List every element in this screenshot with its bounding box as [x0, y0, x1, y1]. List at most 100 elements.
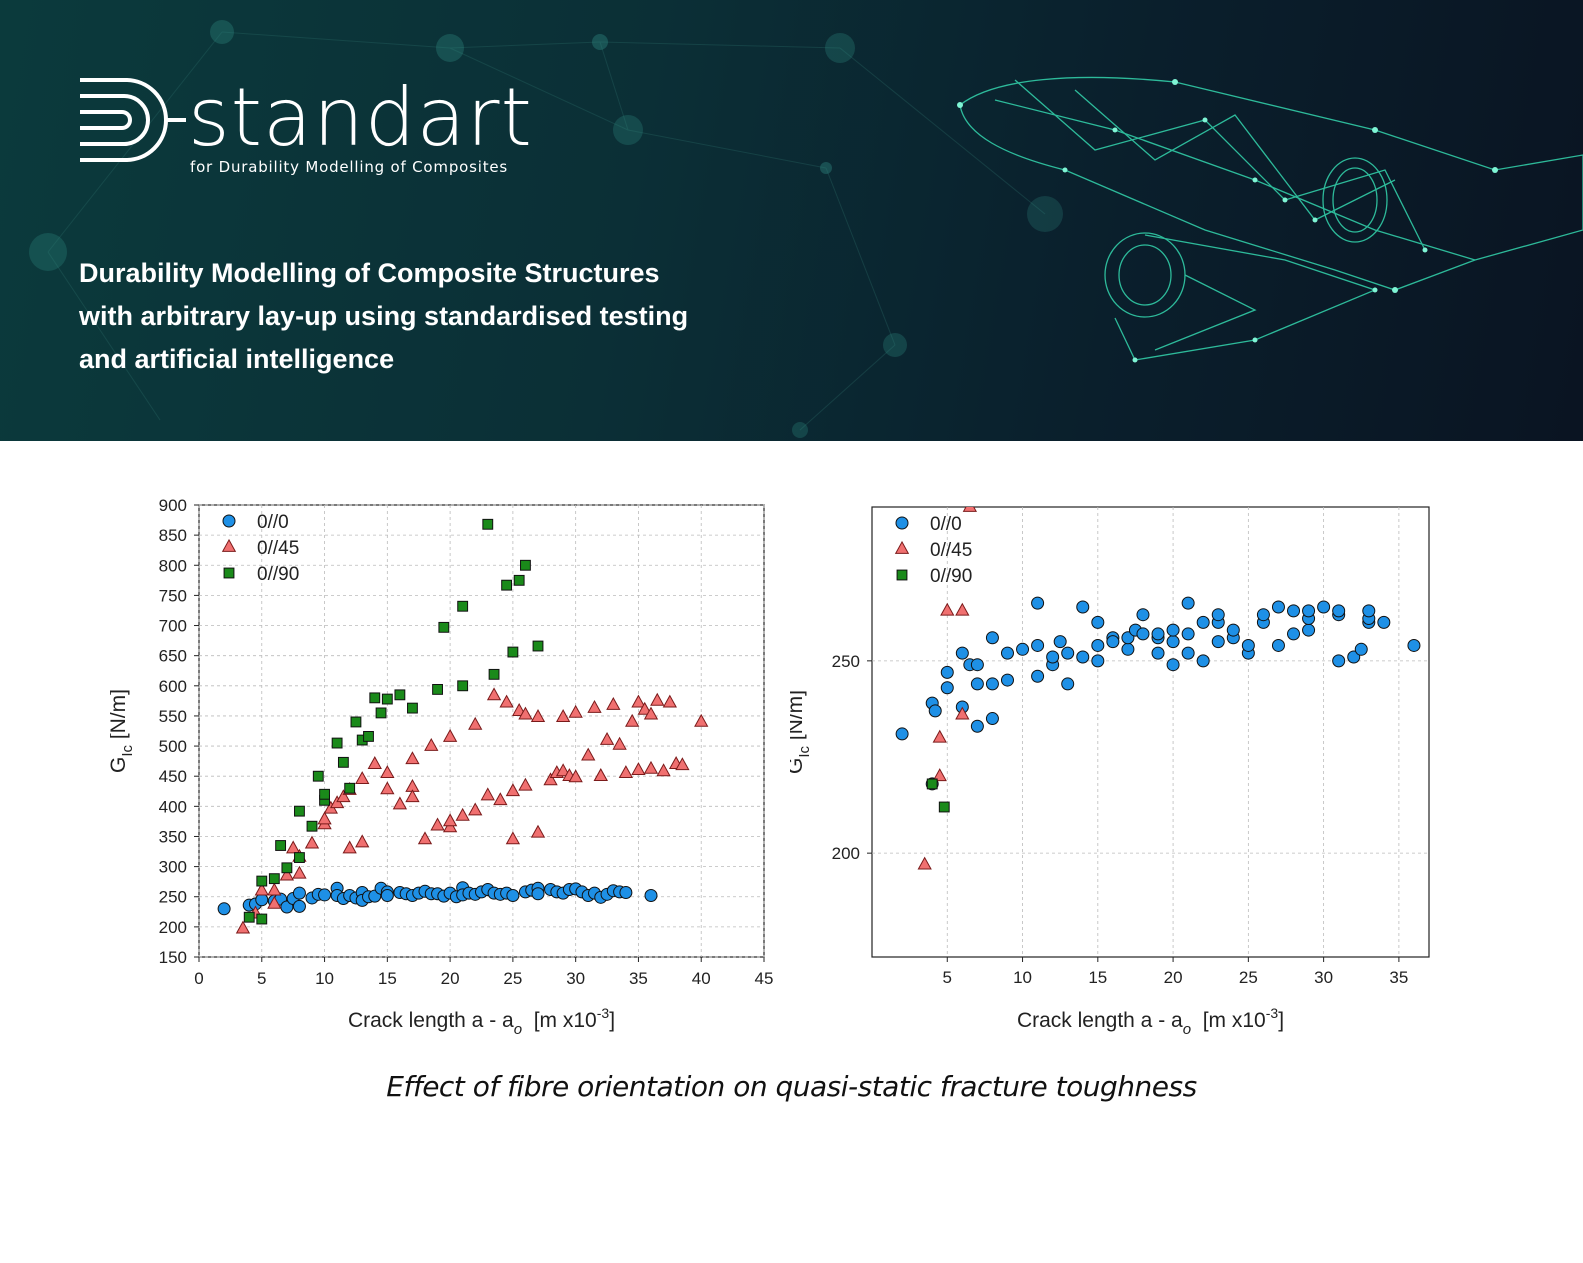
point-0-45 — [486, 687, 502, 701]
y-axis-label-part: Ic — [119, 744, 136, 756]
point-0-0 — [970, 658, 984, 672]
point-0-90 — [938, 801, 950, 813]
grid — [198, 504, 765, 958]
point-0-0 — [1181, 646, 1195, 660]
point-0-0 — [1091, 654, 1105, 668]
point-0-0 — [970, 677, 984, 691]
y-axis-label: GIc [N/m] — [110, 689, 136, 773]
chart-right-svg: 5 10 15 20 25 30 35 200 250 0//0 0//45 0//90 Crack l… — [784, 506, 1430, 1038]
point-0-45 — [455, 807, 470, 821]
point-0-90 — [281, 862, 293, 874]
point-0-45 — [480, 787, 495, 801]
point-0-45 — [355, 834, 370, 848]
point-0-0 — [531, 887, 545, 901]
point-0-90 — [294, 805, 305, 817]
legend-marker-0-0 — [222, 514, 236, 528]
point-0-0 — [380, 889, 394, 903]
logo-mark-icon — [80, 78, 186, 162]
legend-marker-0-90 — [223, 567, 235, 579]
point-0-90 — [375, 707, 387, 719]
point-0-0 — [1061, 677, 1075, 691]
point-0-90 — [275, 840, 287, 851]
point-0-0 — [1053, 635, 1067, 649]
point-0-0 — [955, 646, 969, 660]
point-0-0 — [1317, 600, 1331, 614]
point-0-45 — [675, 757, 690, 771]
point-0-90 — [407, 702, 418, 714]
point-0-45 — [581, 747, 596, 761]
legend-label: 0//0 — [930, 514, 962, 535]
point-0-0 — [619, 886, 633, 900]
point-0-0 — [1031, 638, 1045, 652]
point-0-45 — [555, 709, 571, 722]
x-tick-label: 25 — [1239, 968, 1258, 987]
point-0-90 — [532, 640, 544, 652]
point-0-45 — [336, 789, 351, 803]
point-0-90 — [520, 559, 531, 571]
point-0-45 — [392, 796, 408, 810]
point-0-45 — [618, 765, 634, 779]
point-0-90 — [513, 574, 525, 586]
point-0-0 — [1091, 638, 1105, 652]
point-0-0 — [644, 889, 658, 903]
plot-area — [871, 506, 1430, 958]
legend-marker-0-90 — [896, 569, 908, 581]
y-tick-label: 400 — [159, 797, 187, 816]
y-tick-label: 850 — [159, 526, 187, 545]
point-0-90 — [294, 852, 305, 863]
point-0-0 — [1354, 642, 1368, 656]
point-0-45 — [499, 694, 514, 708]
logo-wordmark: standart — [188, 71, 533, 164]
point-0-45 — [367, 756, 382, 769]
point-0-90 — [438, 621, 450, 633]
chart-right: 5 10 15 20 25 30 35 200 250 0//0 0//45 0//90 Crack l… — [784, 495, 1450, 1049]
y-tick-label: 450 — [159, 767, 187, 786]
point-0-45 — [279, 867, 295, 881]
y-tick-label: 300 — [159, 858, 187, 877]
x-tick-label: 35 — [629, 969, 648, 988]
point-0-0 — [985, 631, 999, 645]
point-0-45 — [304, 835, 320, 849]
x-axis-label: Crack length a - ao [m x10-3] — [348, 1005, 615, 1038]
point-0-0 — [506, 889, 520, 903]
point-0-45 — [254, 882, 269, 896]
headline-line: Durability Modelling of Composite Struct… — [79, 258, 660, 288]
legend-label: 0//45 — [930, 540, 972, 561]
point-0-45 — [543, 772, 558, 786]
x-axis-label-part: [m x10 — [522, 1009, 597, 1032]
point-0-45 — [637, 701, 652, 715]
point-0-45 — [955, 602, 970, 616]
point-0-45 — [662, 694, 677, 708]
point-0-0 — [1000, 646, 1014, 660]
point-0-90 — [243, 911, 255, 923]
point-0-45 — [267, 882, 282, 896]
point-0-45 — [405, 751, 420, 765]
x-tick-label: 15 — [1088, 968, 1107, 987]
x-axis-label-part: -3 — [597, 1005, 610, 1021]
point-0-90 — [256, 913, 268, 925]
point-0-45 — [631, 694, 646, 708]
hero-banner: standart for Durability Modelling of Com… — [0, 0, 1583, 441]
point-0-0 — [970, 719, 984, 733]
point-0-90 — [381, 693, 393, 705]
y-axis-label-part: [N/m] — [790, 690, 807, 746]
point-0-45 — [650, 692, 665, 706]
point-0-0 — [1271, 638, 1285, 652]
point-0-0 — [1226, 623, 1240, 637]
data-points — [217, 518, 709, 934]
point-0-45 — [468, 802, 483, 816]
point-0-0 — [1166, 635, 1180, 649]
point-0-90 — [306, 820, 318, 832]
point-0-90 — [394, 689, 406, 701]
point-0-0 — [1181, 596, 1195, 610]
point-0-45 — [599, 731, 615, 745]
headline: Durability Modelling of Composite Struct… — [79, 252, 799, 381]
point-0-45 — [643, 760, 659, 774]
y-tick-label: 500 — [159, 737, 187, 756]
point-0-45 — [468, 716, 483, 730]
point-0-0 — [1076, 650, 1090, 664]
x-tick-label: 0 — [194, 969, 203, 988]
point-0-45 — [380, 765, 395, 779]
point-0-90 — [369, 692, 381, 704]
legend-label: 0//90 — [257, 564, 299, 585]
